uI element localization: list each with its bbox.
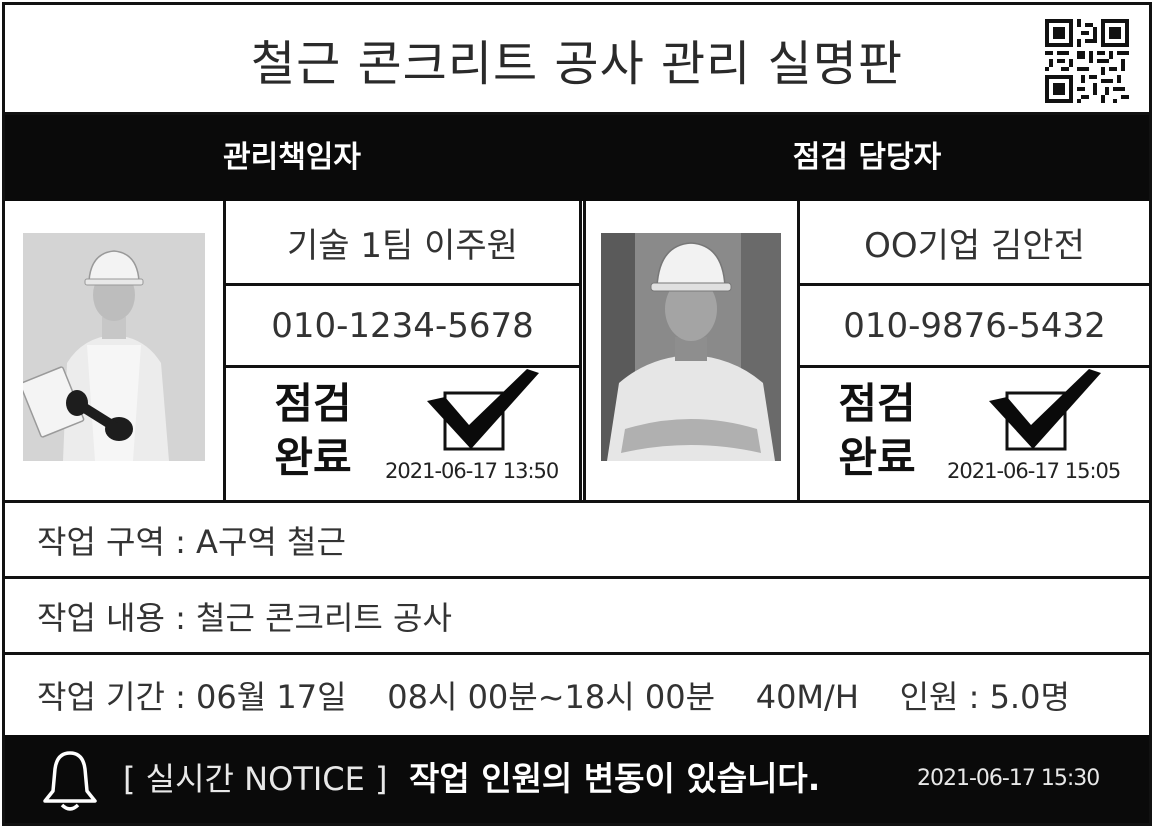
divider <box>223 201 226 500</box>
inspector-heading: 점검 담당자 <box>792 140 942 175</box>
manager-photo <box>23 233 205 461</box>
divider <box>583 201 586 500</box>
manager-timestamp: 2021-06-17 13:50 <box>385 459 559 483</box>
divider <box>223 365 582 368</box>
notice-message: 작업 인원의 변동이 있습니다. <box>409 759 821 798</box>
notice-timestamp: 2021-06-17 15:30 <box>917 766 1100 791</box>
divider <box>797 365 1149 368</box>
board-title: 철근 콘크리트 공사 관리 실명판 <box>250 35 904 92</box>
work-area-row: 작업 구역 : A구역 철근 <box>5 503 1149 579</box>
manager-name: 기술 1팀 이주원 <box>287 225 518 266</box>
work-content-row: 작업 내용 : 철근 콘크리트 공사 <box>5 579 1149 655</box>
checkbox-checked-icon <box>427 369 539 451</box>
inspector-phone: 010-9876-5432 <box>843 305 1106 346</box>
inspector-name: OO기업 김안전 <box>864 225 1085 266</box>
inspector-timestamp: 2021-06-17 15:05 <box>947 459 1121 483</box>
bell-icon <box>43 751 97 811</box>
inspector-status-line2: 완료 <box>838 433 916 482</box>
divider <box>223 283 582 286</box>
personnel-header: 관리책임자 점검 담당자 <box>5 115 1149 201</box>
divider <box>579 201 582 500</box>
notice-label: [ 실시간 NOTICE ] <box>123 760 388 798</box>
manager-status-line2: 완료 <box>274 433 352 482</box>
manager-phone: 010-1234-5678 <box>271 305 534 346</box>
personnel-section: 기술 1팀 이주원 010-1234-5678 점검 완료 2021-06-17… <box>5 201 1149 503</box>
divider <box>797 283 1149 286</box>
divider <box>797 201 800 500</box>
manager-status-line1: 점검 <box>274 379 352 428</box>
inspector-status-line1: 점검 <box>838 379 916 428</box>
work-period-row: 작업 기간 : 06월 17일 08시 00분~18시 00분 40M/H 인원… <box>37 678 1070 716</box>
qr-code-icon <box>1045 19 1129 103</box>
checkbox-checked-icon <box>989 369 1101 451</box>
inspector-photo <box>601 233 781 461</box>
notice-bar: [ 실시간 NOTICE ] 작업 인원의 변동이 있습니다. 2021-06-… <box>5 735 1149 823</box>
title-row: 철근 콘크리트 공사 관리 실명판 <box>5 5 1149 115</box>
manager-heading: 관리책임자 <box>223 140 361 175</box>
